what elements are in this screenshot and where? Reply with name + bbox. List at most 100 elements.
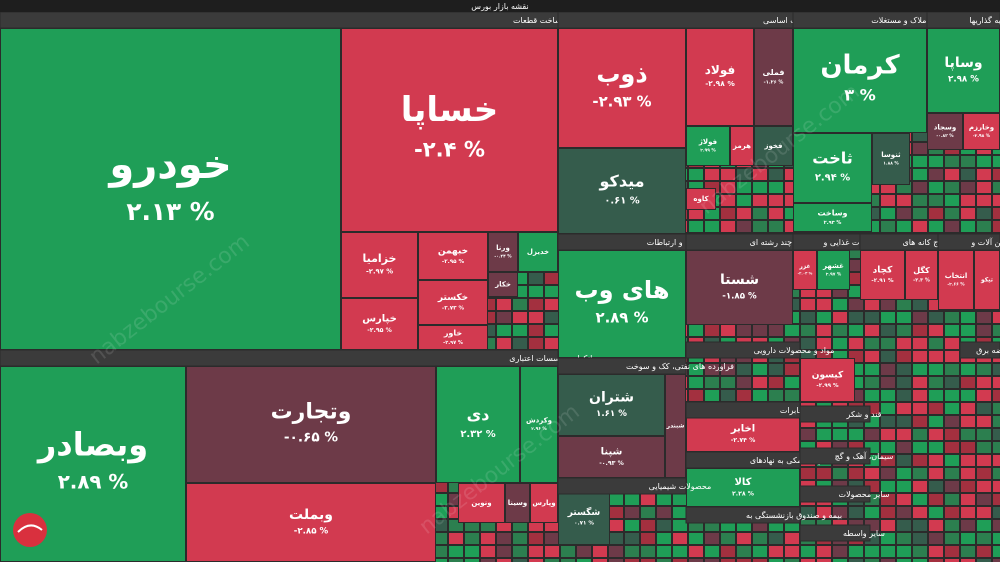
filler-cell bbox=[768, 532, 784, 545]
filler-cell bbox=[736, 194, 752, 207]
filler-cell bbox=[800, 467, 816, 480]
filler-cell bbox=[928, 532, 944, 545]
filler-cell bbox=[480, 532, 496, 545]
filler-cell bbox=[752, 558, 768, 562]
filler-cell bbox=[960, 389, 976, 402]
filler-cell bbox=[848, 558, 864, 562]
filler-cell bbox=[688, 545, 704, 558]
filler-cell bbox=[912, 467, 928, 480]
filler-cell bbox=[912, 194, 928, 207]
stock-name: کگل bbox=[913, 265, 930, 275]
filler-cell bbox=[976, 168, 992, 181]
filler-cell bbox=[976, 155, 992, 168]
filler-cell bbox=[896, 376, 912, 389]
filler-cell bbox=[992, 181, 1000, 194]
stock-change: -۲.۶۶ % bbox=[947, 282, 965, 288]
stock-tile bbox=[800, 358, 855, 402]
stock-name: خپارس bbox=[362, 314, 397, 325]
stock-tile bbox=[860, 250, 905, 300]
filler-cell bbox=[880, 519, 896, 532]
filler-cell bbox=[640, 558, 656, 562]
stock-tile bbox=[488, 272, 518, 297]
filler-cell bbox=[720, 545, 736, 558]
filler-cell bbox=[976, 324, 992, 337]
filler-cell bbox=[880, 220, 896, 233]
filler-cell bbox=[688, 220, 704, 233]
filler-cell bbox=[720, 220, 736, 233]
logo bbox=[13, 513, 47, 547]
stock-name: کچاد bbox=[873, 266, 893, 276]
filler-cell bbox=[944, 363, 960, 376]
stock-change: -۲.۹۱ % bbox=[871, 278, 894, 284]
stock-name: شپنا bbox=[601, 447, 623, 458]
stock-tile bbox=[488, 232, 518, 272]
filler-cell bbox=[832, 545, 848, 558]
filler-cell bbox=[752, 376, 768, 389]
filler-cell bbox=[640, 506, 656, 519]
filler-cell bbox=[768, 181, 784, 194]
filler-cell bbox=[944, 532, 960, 545]
filler-cell bbox=[976, 506, 992, 519]
filler-cell bbox=[784, 363, 800, 376]
stock-tile bbox=[341, 232, 418, 298]
filler-cell bbox=[704, 168, 720, 181]
filler-cell bbox=[864, 337, 880, 350]
filler-cell bbox=[896, 506, 912, 519]
filler-cell bbox=[944, 415, 960, 428]
filler-cell bbox=[624, 532, 640, 545]
filler-cell bbox=[736, 181, 752, 194]
filler-cell bbox=[464, 545, 480, 558]
filler-cell bbox=[960, 467, 976, 480]
filler-cell bbox=[864, 324, 880, 337]
sector-name: مخابرات bbox=[780, 406, 808, 415]
filler-cell bbox=[944, 389, 960, 402]
sector-name: خودرو و ساخت قطعات bbox=[513, 16, 591, 25]
filler-cell bbox=[928, 311, 944, 324]
stock-tile bbox=[730, 126, 754, 166]
filler-cell bbox=[864, 506, 880, 519]
stock-name: دی bbox=[467, 405, 490, 424]
sector-name: فراورده های نفتی، کک و سوخت bbox=[626, 362, 734, 371]
filler-cell bbox=[832, 558, 848, 562]
stock-name: وکردش bbox=[526, 417, 552, 425]
filler-cell bbox=[720, 207, 736, 220]
stock-name: غزر bbox=[798, 263, 810, 270]
filler-cell bbox=[560, 545, 576, 558]
filler-cell bbox=[896, 389, 912, 402]
stock-name: وساخت bbox=[817, 209, 847, 218]
sector-header bbox=[959, 341, 1000, 359]
filler-cell bbox=[752, 194, 768, 207]
stock-tile bbox=[558, 250, 686, 358]
filler-cell bbox=[528, 337, 544, 350]
filler-cell bbox=[832, 324, 848, 337]
filler-cell bbox=[816, 298, 832, 311]
filler-cell bbox=[912, 454, 928, 467]
filler-cell bbox=[752, 389, 768, 402]
filler-cell bbox=[624, 558, 640, 562]
filler-cell bbox=[928, 493, 944, 506]
sector-name: محصولات شیمیایی bbox=[649, 482, 712, 491]
filler-cell bbox=[880, 454, 896, 467]
filler-cell bbox=[704, 532, 720, 545]
stock-change: ۲.۹۳ % bbox=[824, 220, 842, 226]
filler-cell bbox=[864, 545, 880, 558]
sector-header bbox=[557, 357, 687, 375]
stock-name: خودرو bbox=[107, 142, 231, 188]
stock-tile bbox=[558, 148, 686, 234]
filler-cell bbox=[928, 168, 944, 181]
sector-header bbox=[0, 11, 559, 29]
stock-name: خساپا bbox=[401, 90, 498, 130]
filler-cell bbox=[496, 545, 512, 558]
stock-name: کرمان bbox=[820, 51, 900, 81]
filler-cell bbox=[816, 337, 832, 350]
stock-change: -۲.۷۴ % bbox=[731, 437, 756, 444]
filler-cell bbox=[944, 350, 960, 363]
filler-cell bbox=[896, 298, 912, 311]
filler-cell bbox=[976, 428, 992, 441]
filler-cell bbox=[672, 506, 688, 519]
filler-cell bbox=[928, 337, 944, 350]
filler-cell bbox=[912, 480, 928, 493]
filler-cell bbox=[896, 480, 912, 493]
filler-cell bbox=[928, 415, 944, 428]
sector-name: عرضه برق bbox=[976, 346, 1000, 355]
